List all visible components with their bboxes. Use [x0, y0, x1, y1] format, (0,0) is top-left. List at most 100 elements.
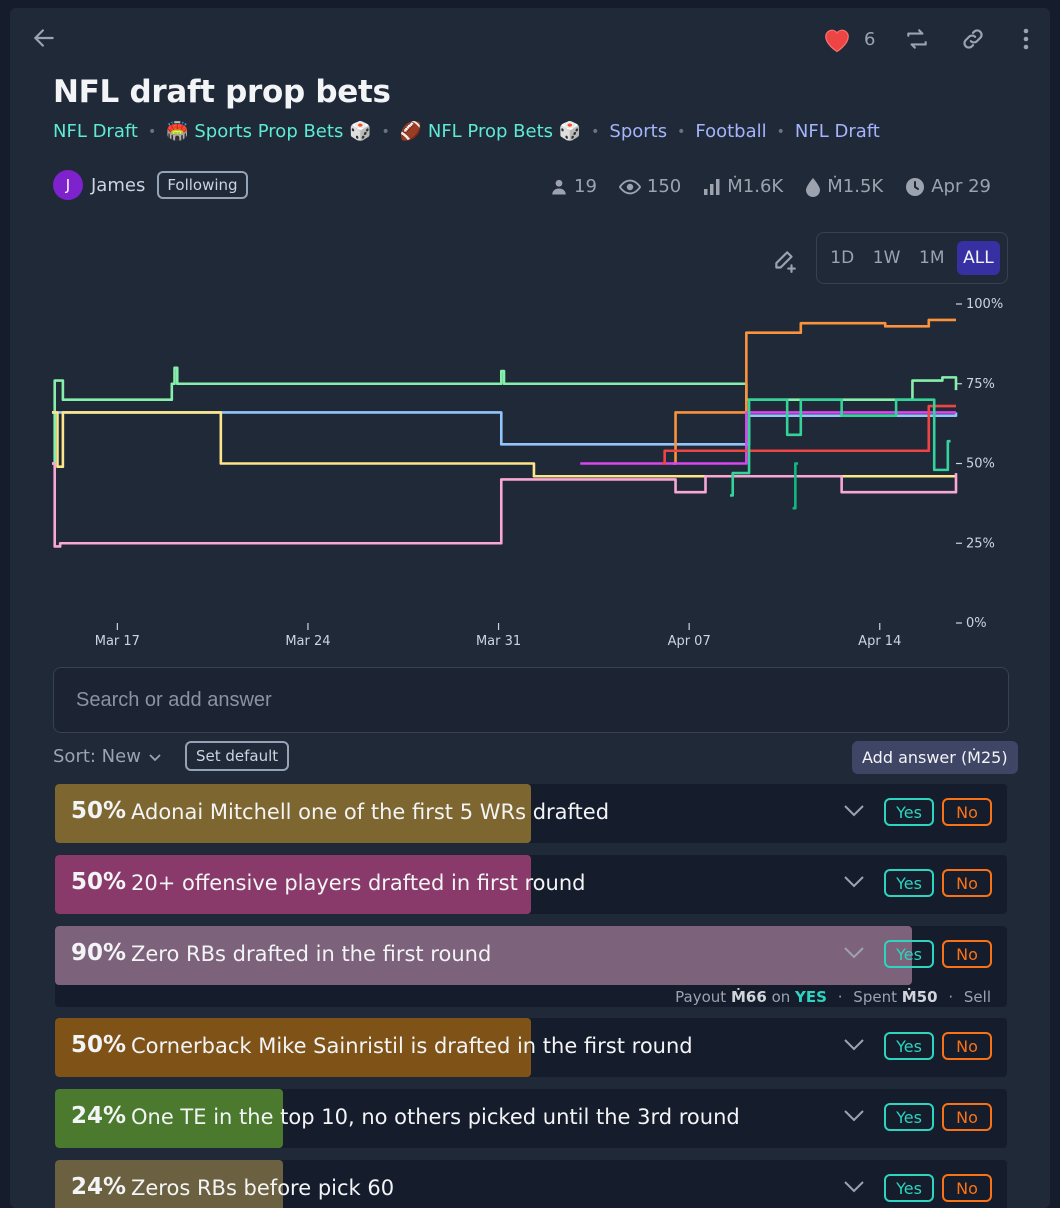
more-vertical-icon: [1023, 28, 1029, 50]
no-button[interactable]: No: [942, 869, 992, 897]
answer-row[interactable]: 50% Adonai Mitchell one of the first 5 W…: [55, 784, 1007, 843]
droplet-icon: [806, 177, 821, 197]
series-line: [52, 366, 958, 465]
answer-text: 20+ offensive players drafted in first r…: [131, 871, 586, 895]
back-button[interactable]: [30, 24, 58, 52]
add-answer-button[interactable]: Add answer (Ṁ25): [852, 741, 1018, 774]
y-tick-label: 100%: [966, 297, 1003, 312]
views-stat: 150: [618, 176, 681, 197]
probability-chart[interactable]: 100% 75% 50% 25% 0% Mar 17 Mar 24 Mar 31 Apr 07 A…: [10, 8, 1050, 668]
series-line: [52, 462, 958, 548]
x-tick-label: Apr 07: [668, 634, 711, 649]
tag-sports-prop-bets[interactable]: 🏟️ Sports Prop Bets 🎲: [166, 121, 372, 142]
traders-count: 19: [574, 176, 597, 197]
y-tick-label: 25%: [966, 536, 995, 551]
answer-probability: 24%: [71, 1174, 127, 1200]
chevron-down-icon[interactable]: [843, 1109, 865, 1123]
answer-row[interactable]: 24% Zeros RBs before pick 60 Yes No: [55, 1160, 1007, 1208]
copy-link-button[interactable]: [958, 24, 988, 54]
following-button[interactable]: Following: [157, 171, 248, 199]
search-box: [53, 667, 1009, 733]
tag-sports[interactable]: Sports: [609, 121, 668, 142]
tag-separator: •: [381, 123, 390, 140]
x-tick-label: Apr 14: [858, 634, 901, 649]
chevron-down-icon[interactable]: [843, 804, 865, 818]
annotate-chart-button[interactable]: [770, 246, 800, 276]
tag-separator: •: [591, 123, 600, 140]
payout-on: on: [771, 988, 791, 1006]
liquidity-stat: Ṁ1.5K: [805, 176, 883, 197]
author-name[interactable]: James: [91, 174, 146, 196]
no-button[interactable]: No: [942, 940, 992, 968]
payout-label: Payout: [675, 988, 727, 1006]
range-1m[interactable]: 1M: [919, 248, 945, 268]
tag-nfl-draft[interactable]: NFL Draft: [53, 121, 138, 142]
range-all[interactable]: ALL: [957, 241, 1000, 275]
yes-button[interactable]: Yes: [884, 1174, 934, 1202]
heart-icon: [825, 29, 849, 53]
liquidity-amount: Ṁ1.5K: [827, 176, 884, 197]
chevron-down-icon: [149, 753, 161, 761]
user-icon: [552, 179, 566, 194]
answer-probability: 50%: [71, 869, 127, 895]
like-button[interactable]: 6: [822, 24, 880, 54]
more-options-button[interactable]: [1014, 24, 1038, 54]
y-tick-label: 50%: [966, 457, 995, 472]
answer-row[interactable]: 50% 20+ offensive players drafted in fir…: [55, 855, 1007, 914]
chevron-down-icon[interactable]: [843, 946, 865, 960]
x-tick-label: Mar 31: [476, 634, 521, 649]
answer-text: Adonai Mitchell one of the first 5 WRs d…: [131, 800, 610, 824]
probability-bar: [55, 1089, 284, 1148]
answer-row[interactable]: 24% One TE in the top 10, no others pick…: [55, 1089, 1007, 1148]
sort-dropdown[interactable]: Sort: New: [53, 746, 163, 767]
series-line: [661, 404, 956, 465]
answer-text: Cornerback Mike Sainristil is drafted in…: [131, 1034, 693, 1058]
yes-button[interactable]: Yes: [884, 940, 934, 968]
tag-separator: •: [776, 123, 785, 140]
tag-list: NFL Draft • 🏟️ Sports Prop Bets 🎲 • 🏈 NF…: [53, 121, 880, 142]
chevron-down-icon[interactable]: [843, 875, 865, 889]
series-line: [52, 411, 956, 478]
y-tick-label: 75%: [966, 377, 995, 392]
avatar[interactable]: J: [53, 170, 83, 200]
answer-row[interactable]: 50% Cornerback Mike Sainristil is drafte…: [55, 1018, 1007, 1077]
chevron-down-icon[interactable]: [843, 1038, 865, 1052]
series-line: [792, 462, 799, 510]
market-card: 6 NFL draft prop bets NFL Draft • 🏟️ Spo…: [10, 8, 1050, 1208]
yes-button[interactable]: Yes: [884, 869, 934, 897]
repost-icon: [907, 29, 927, 49]
range-1d[interactable]: 1D: [830, 248, 855, 268]
answer-row[interactable]: 90% Zero RBs drafted in the first round …: [55, 926, 1007, 1007]
repost-button[interactable]: [902, 24, 932, 54]
tag-football[interactable]: Football: [695, 121, 767, 142]
spent-amount: Ṁ50: [901, 988, 938, 1006]
tag-nfl-prop-bets[interactable]: 🏈 NFL Prop Bets 🎲: [399, 121, 582, 142]
probability-bar: [55, 1018, 531, 1077]
search-input[interactable]: [54, 668, 1008, 732]
no-button[interactable]: No: [942, 1103, 992, 1131]
no-button[interactable]: No: [942, 1032, 992, 1060]
series-line: [672, 318, 956, 465]
tag-nfl-draft-2[interactable]: NFL Draft: [794, 121, 880, 142]
yes-button[interactable]: Yes: [884, 1032, 934, 1060]
close-date-stat: Apr 29: [905, 176, 991, 197]
yes-button[interactable]: Yes: [884, 798, 934, 826]
answer-probability: 50%: [71, 798, 127, 824]
answer-probability: 24%: [71, 1103, 127, 1129]
volume-stat: Ṁ1.6K: [703, 176, 783, 197]
sort-label: Sort: New: [53, 746, 141, 767]
range-1w[interactable]: 1W: [872, 248, 901, 268]
set-default-button[interactable]: Set default: [185, 741, 290, 771]
no-button[interactable]: No: [942, 1174, 992, 1202]
time-range-selector: 1D 1W 1M ALL: [816, 232, 1008, 284]
answer-probability: 50%: [71, 1032, 127, 1058]
spent-label: Spent: [853, 988, 897, 1006]
position-summary: Payout Ṁ66 on YES · Spent Ṁ50 · Sell: [675, 988, 991, 1006]
yes-button[interactable]: Yes: [884, 1103, 934, 1131]
probability-bar: [55, 855, 531, 914]
chevron-down-icon[interactable]: [843, 1180, 865, 1194]
pencil-plus-icon: [775, 251, 796, 273]
no-button[interactable]: No: [942, 798, 992, 826]
probability-bar: [55, 926, 912, 985]
sell-link[interactable]: Sell: [963, 988, 991, 1006]
